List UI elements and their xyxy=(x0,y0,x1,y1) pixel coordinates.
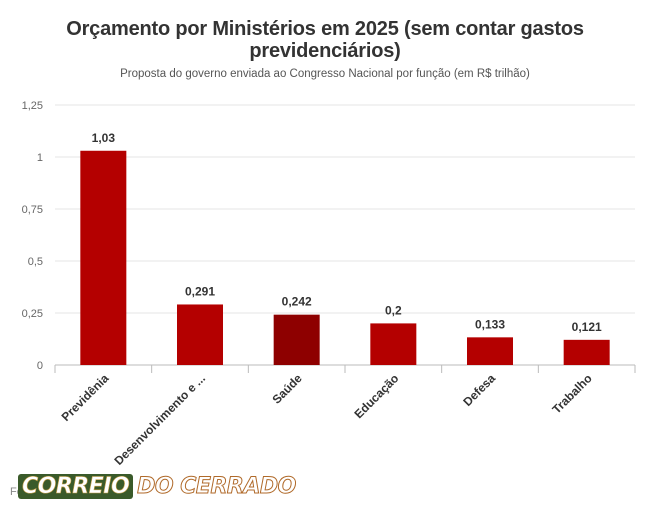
bar xyxy=(80,150,127,365)
data-label: 0,291 xyxy=(185,284,215,298)
data-label: 1,03 xyxy=(92,131,116,145)
x-tick-label: Desenvolvimento e ... xyxy=(111,371,208,468)
x-tick-label: Previdênia xyxy=(59,371,112,424)
bar xyxy=(563,339,610,365)
bar xyxy=(273,314,320,365)
x-tick-label: Trabalho xyxy=(550,371,595,416)
watermark-part2: DO CERRADO xyxy=(137,473,297,499)
watermark-logo: CORREIO DO CERRADO xyxy=(18,472,300,500)
watermark-part1: CORREIO xyxy=(18,473,134,499)
chart-subtitle: Proposta do governo enviada ao Congresso… xyxy=(120,68,530,80)
y-tick-label: 0,25 xyxy=(22,308,43,320)
bar xyxy=(467,337,513,365)
x-tick-label: Educação xyxy=(351,371,401,421)
data-label: 0,133 xyxy=(475,317,505,331)
y-tick-label: 0,5 xyxy=(28,256,43,268)
x-tick-label: Saúde xyxy=(269,371,305,407)
y-tick-label: 0,75 xyxy=(22,204,43,216)
data-label: 0,121 xyxy=(572,320,602,334)
data-label: 0,242 xyxy=(282,295,312,309)
y-tick-label: 1 xyxy=(37,152,43,164)
chart-title: Orçamento por Ministérios em 2025 (sem c… xyxy=(66,18,584,62)
bar xyxy=(370,323,417,365)
y-tick-label: 1,25 xyxy=(22,100,43,112)
data-label: 0,2 xyxy=(385,303,402,317)
bar xyxy=(177,304,223,365)
x-tick-label: Defesa xyxy=(460,371,498,409)
y-tick-label: 0 xyxy=(37,360,43,372)
